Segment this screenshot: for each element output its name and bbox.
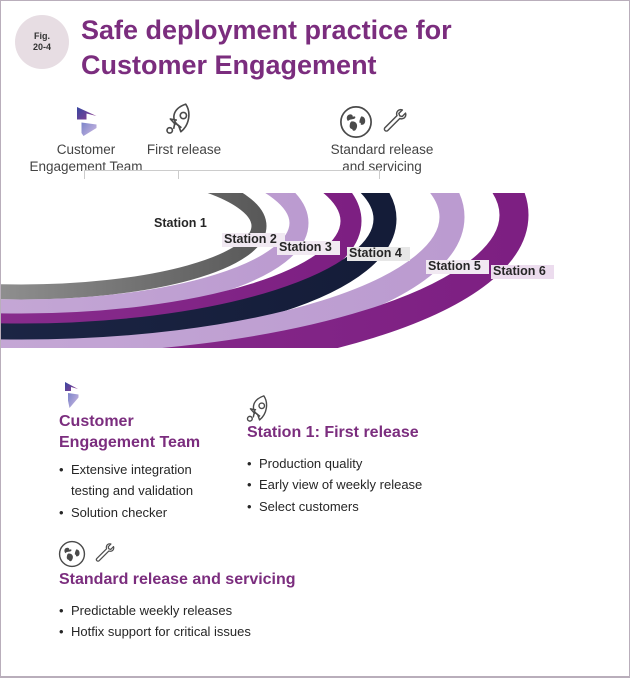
svg-text:Station 2: Station 2 — [224, 232, 277, 246]
svg-text:Station 3: Station 3 — [279, 240, 332, 254]
svg-text:Station 1: Station 1 — [154, 216, 207, 230]
svg-text:Station 4: Station 4 — [349, 246, 402, 260]
svg-text:Station 6: Station 6 — [493, 264, 546, 278]
svg-text:Station 5: Station 5 — [428, 259, 481, 273]
